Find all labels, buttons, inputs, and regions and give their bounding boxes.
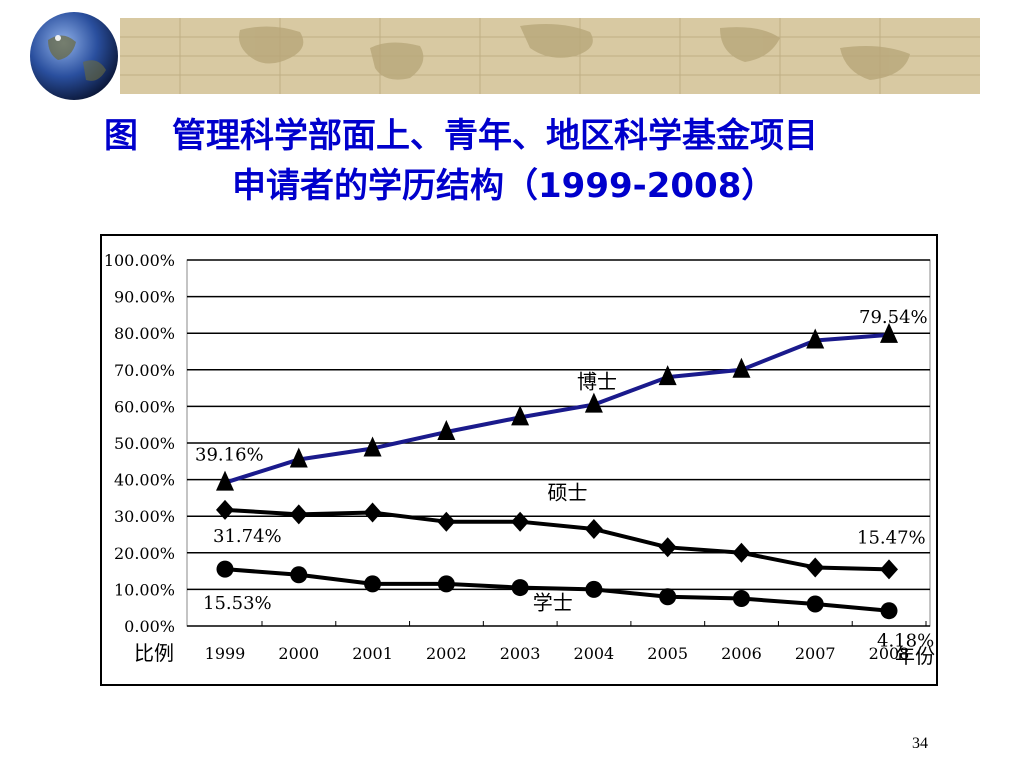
y-tick-label: 100.00% — [104, 251, 175, 270]
data-point — [806, 328, 825, 349]
x-tick-label: 2001 — [352, 644, 393, 663]
x-tick-label: 2004 — [574, 644, 615, 663]
title-line-2: 申请者的学历结构（1999-2008） — [232, 166, 776, 206]
x-tick-label: 1999 — [205, 644, 246, 663]
series-name-label: 硕士 — [547, 481, 587, 505]
data-point — [363, 436, 382, 457]
data-point — [216, 499, 234, 520]
y-tick-label: 60.00% — [114, 397, 175, 416]
data-point — [437, 420, 456, 441]
series-name-label: 学士 — [533, 591, 573, 615]
data-point — [584, 392, 603, 413]
data-point — [289, 447, 308, 468]
x-tick-label: 2005 — [647, 644, 688, 663]
series-name-label: 博士 — [577, 370, 617, 394]
globe-icon — [30, 12, 118, 100]
data-point — [732, 542, 751, 563]
y-axis-label: 比例 — [134, 641, 174, 665]
data-point — [585, 580, 603, 598]
x-tick-label: 2003 — [500, 644, 541, 663]
y-tick-label: 0.00% — [124, 617, 175, 636]
y-tick-label: 70.00% — [114, 361, 175, 380]
data-point — [289, 504, 308, 525]
series-line-学士 — [224, 567, 890, 613]
data-point — [880, 559, 898, 580]
y-tick-label: 40.00% — [114, 471, 175, 490]
data-point — [880, 322, 898, 343]
data-point — [658, 537, 677, 558]
data-point — [437, 511, 456, 532]
data-point — [732, 590, 750, 608]
y-tick-label: 50.00% — [114, 434, 175, 453]
x-tick-label: 2007 — [795, 644, 836, 663]
world-map-graphic — [120, 18, 980, 94]
data-point — [290, 566, 308, 584]
data-point — [880, 602, 898, 620]
map-banner — [120, 18, 980, 94]
y-tick-label: 20.00% — [114, 544, 175, 563]
y-tick-label: 30.00% — [114, 507, 175, 526]
data-point — [658, 365, 677, 386]
line-chart: 0.00% 10.00% 20.00% 30.00% 40.00% 50.00% 60.00… — [104, 251, 935, 668]
x-tick-label: 2008 — [869, 644, 910, 663]
y-tick-label: 80.00% — [114, 324, 175, 343]
page-number: 34 — [912, 735, 928, 752]
series-line-博士 — [224, 332, 890, 485]
x-axis-label: 年份 — [895, 644, 935, 668]
y-tick-label: 10.00% — [114, 580, 175, 599]
data-point — [584, 519, 603, 540]
data-label-start: 15.53% — [203, 593, 272, 614]
data-point — [364, 575, 382, 593]
data-label-end: 4.18% — [877, 631, 934, 652]
data-point — [511, 579, 529, 597]
data-point — [511, 405, 530, 426]
data-point — [732, 357, 751, 378]
x-tick-label: 2006 — [721, 644, 762, 663]
series-line-硕士 — [224, 507, 890, 572]
x-tick-label: 2000 — [278, 644, 319, 663]
data-point — [363, 502, 382, 523]
data-label-start: 39.16% — [195, 445, 264, 466]
data-label-end: 79.54% — [859, 307, 928, 328]
data-point — [806, 557, 825, 578]
data-label-start: 31.74% — [213, 526, 282, 547]
y-tick-label: 90.00% — [114, 288, 175, 307]
data-point — [437, 575, 455, 593]
data-point — [216, 560, 234, 578]
chart-frame: 0.00% 10.00% 20.00% 30.00% 40.00% 50.00% 60.00… — [100, 234, 938, 686]
data-label-end: 15.47% — [857, 527, 926, 548]
data-point — [511, 511, 530, 532]
data-point — [659, 588, 677, 606]
x-tick-label: 2002 — [426, 644, 467, 663]
title-line-1: 图 管理科学部面上、青年、地区科学基金项目 — [104, 116, 818, 156]
data-point — [806, 595, 824, 613]
data-point — [216, 470, 234, 491]
